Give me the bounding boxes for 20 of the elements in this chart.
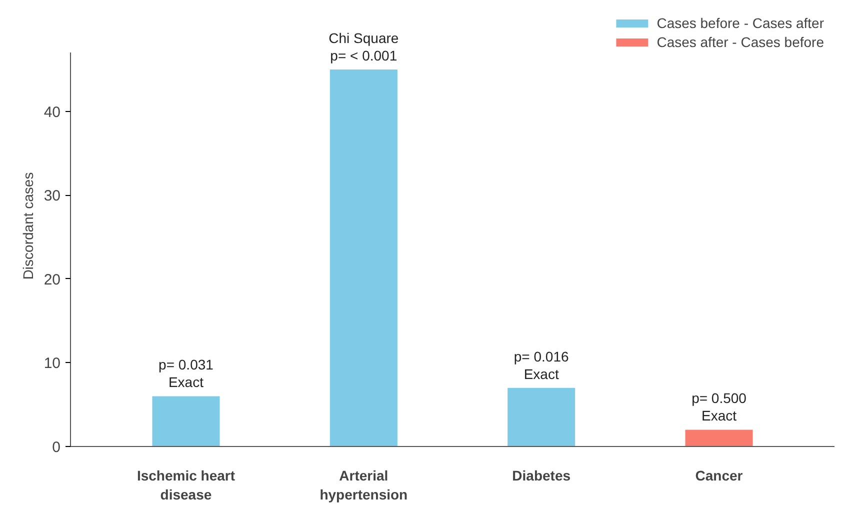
legend-label: Cases after - Cases before (656, 34, 824, 50)
bar (330, 70, 398, 446)
x-tick-label: Cancer (695, 468, 744, 484)
bar (152, 396, 220, 446)
y-axis-title: Discordant cases (20, 172, 36, 280)
x-tick-label: Ischemic heart disease (136, 468, 236, 503)
y-tick-label: 30 (44, 188, 61, 205)
y-tick-label: 20 (44, 271, 61, 288)
legend-label: Cases before - Cases after (656, 15, 824, 31)
x-tick-label: Arterial hypertension (320, 468, 408, 503)
annotation: p= 0.031 Exact (158, 356, 214, 390)
y-tick-label: 40 (44, 104, 61, 121)
annotation: Chi Square p= < 0.001 (328, 30, 399, 64)
annotation: p= 0.016 Exact (514, 348, 569, 382)
annotation: p= 0.500 Exact (692, 390, 747, 424)
y-tick-label: 10 (44, 355, 61, 372)
y-tick-label: 0 (52, 439, 60, 456)
x-tick-label: Diabetes (512, 468, 571, 484)
bar (508, 388, 576, 446)
bar (685, 430, 753, 446)
